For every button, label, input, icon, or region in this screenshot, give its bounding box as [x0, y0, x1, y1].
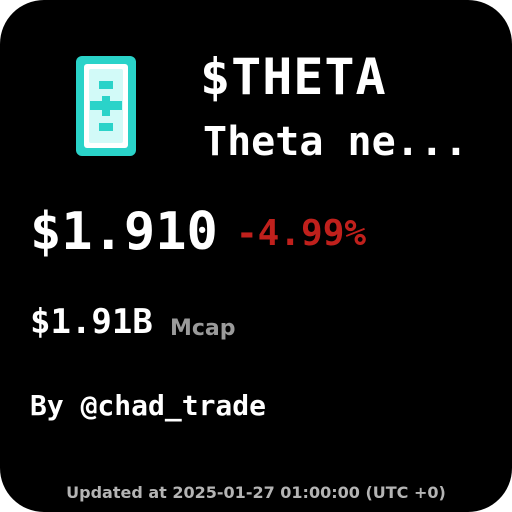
price-value: $1.910 — [30, 202, 218, 262]
theta-logo-icon — [76, 56, 136, 156]
author-credit: By @chad_trade — [30, 389, 267, 422]
market-cap-value: $1.91B — [30, 302, 153, 342]
price-change-badge: -4.99% — [236, 213, 367, 254]
market-cap-label: Mcap — [170, 316, 236, 341]
updated-timestamp: Updated at 2025-01-27 01:00:00 (UTC +0) — [66, 483, 446, 502]
token-name: Theta ne... — [203, 119, 468, 165]
token-ticker: $THETA — [200, 48, 387, 106]
